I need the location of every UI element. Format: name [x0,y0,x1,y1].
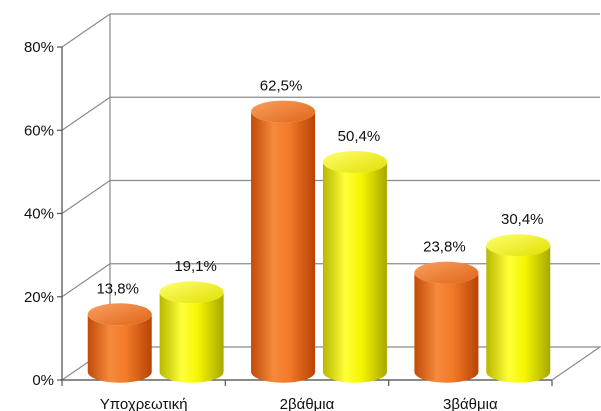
y-tick-label: 60% [24,122,54,139]
bar-cylinder [486,234,551,383]
bar-body [414,272,479,383]
bar-layer [87,100,551,383]
axis-layer: 0% 20% 40% 60% 80% Υποχρεωτική 2βάθμια 3βάθμια [24,39,553,411]
x-category-label: Υποχρεωτική [100,396,188,411]
label-layer: 13,8% 62,5% 23,8% 19,1% 50,4% 30,4% [96,78,543,298]
gridline-diagonal [61,13,111,48]
data-label: 30,4% [501,211,544,228]
x-category-label: 3βάθμια [443,396,498,411]
y-tick-label: 20% [24,289,54,306]
gridline-diagonal [61,96,111,131]
bar-top [486,234,551,257]
bar-cylinder [414,261,479,383]
data-label: 23,8% [423,239,466,256]
bar-top [251,100,316,123]
data-label: 19,1% [174,258,217,275]
bar-cylinder [159,281,224,383]
y-tick-label: 0% [32,372,54,389]
bar-top [414,261,479,284]
x-category-label: 2βάθμια [280,396,335,411]
y-tick-label: 80% [24,39,54,56]
bar-top [322,150,387,173]
y-tick-label: 40% [24,206,54,223]
data-label: 50,4% [338,128,381,145]
bar-body [322,161,387,383]
gridline-diagonal [61,263,111,298]
gridline-diagonal [61,180,111,214]
bar-cylinder [251,100,316,383]
bar-body [251,111,316,383]
bar-top [87,303,152,326]
bar-body [486,245,551,383]
bar-top [159,281,224,304]
bar-body [159,292,224,383]
data-label: 62,5% [260,78,303,95]
bar-cylinder [87,303,152,383]
bar-cylinder [322,150,387,383]
data-label: 13,8% [96,280,139,297]
bar-body [87,314,152,383]
